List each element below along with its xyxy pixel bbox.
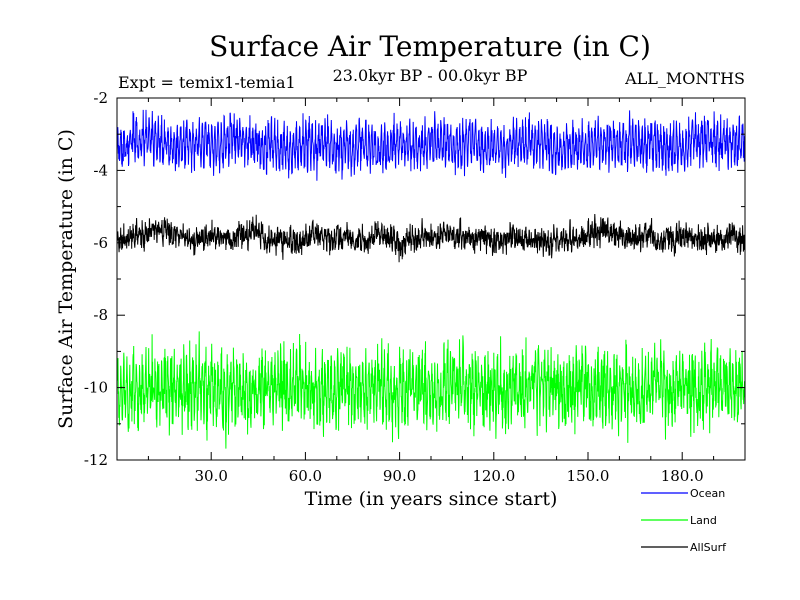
y-tick-label: -10 (84, 379, 108, 397)
chart-period: ALL_MONTHS (624, 69, 745, 88)
legend-label-land: Land (690, 514, 717, 527)
y-axis-ticks: -2 -4 -6 -8 -10 -12 (84, 89, 745, 469)
series-line-allsurf (116, 213, 746, 263)
x-tick-label: 150.0 (567, 467, 610, 485)
y-tick-label: -2 (93, 89, 108, 107)
y-tick-label: -4 (93, 161, 108, 179)
legend-label-allsurf: AllSurf (690, 541, 727, 554)
x-axis-label: Time (in years since start) (305, 488, 558, 510)
x-axis-ticks: 30.0 60.0 90.0 120.0 150.0 180.0 (147, 98, 715, 485)
x-tick-label: 180.0 (661, 467, 704, 485)
chart-subtitle: 23.0kyr BP - 00.0kyr BP (333, 66, 528, 85)
series-line-ocean (116, 109, 746, 181)
x-tick-label: 60.0 (289, 467, 322, 485)
y-tick-label: -8 (93, 306, 108, 324)
x-tick-label: 30.0 (194, 467, 227, 485)
legend-label-ocean: Ocean (690, 487, 725, 500)
x-tick-label: 90.0 (383, 467, 416, 485)
x-tick-label: 120.0 (472, 467, 515, 485)
legend: Ocean Land AllSurf (641, 487, 727, 554)
series-layer (116, 109, 746, 449)
y-axis-label: Surface Air Temperature (in C) (55, 129, 77, 429)
y-tick-label: -12 (84, 451, 108, 469)
chart-experiment: Expt = temix1-temia1 (118, 73, 296, 92)
y-tick-label: -6 (93, 234, 108, 252)
series-line-land (116, 331, 746, 449)
chart-title: Surface Air Temperature (in C) (209, 30, 651, 63)
